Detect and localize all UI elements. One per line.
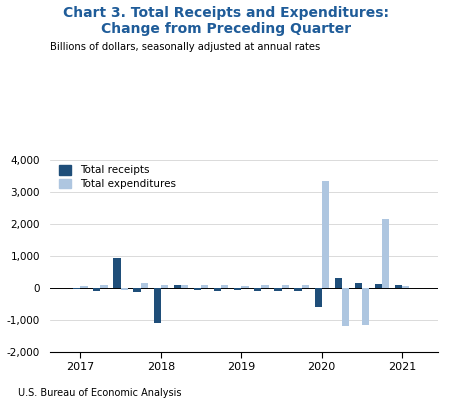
- Bar: [140, 283, 147, 288]
- Bar: [401, 286, 409, 288]
- Bar: [133, 288, 140, 292]
- Text: U.S. Bureau of Economic Analysis: U.S. Bureau of Economic Analysis: [18, 388, 181, 398]
- Bar: [341, 288, 348, 326]
- Bar: [161, 285, 168, 288]
- Bar: [100, 285, 107, 288]
- Bar: [301, 285, 308, 288]
- Bar: [334, 278, 341, 288]
- Bar: [173, 285, 180, 288]
- Bar: [253, 288, 261, 291]
- Bar: [394, 285, 401, 288]
- Bar: [234, 288, 241, 290]
- Bar: [193, 288, 201, 290]
- Bar: [113, 258, 120, 288]
- Bar: [80, 286, 87, 288]
- Text: Billions of dollars, seasonally adjusted at annual rates: Billions of dollars, seasonally adjusted…: [50, 42, 319, 52]
- Bar: [274, 288, 281, 290]
- Bar: [180, 285, 188, 288]
- Bar: [281, 285, 288, 288]
- Bar: [153, 288, 161, 322]
- Bar: [361, 288, 368, 325]
- Bar: [321, 181, 328, 288]
- Text: Change from Preceding Quarter: Change from Preceding Quarter: [101, 22, 350, 36]
- Legend: Total receipts, Total expenditures: Total receipts, Total expenditures: [59, 165, 175, 189]
- Bar: [221, 285, 228, 288]
- Bar: [93, 288, 100, 290]
- Bar: [120, 288, 128, 290]
- Bar: [261, 285, 268, 288]
- Bar: [73, 288, 80, 289]
- Bar: [294, 288, 301, 291]
- Bar: [213, 288, 221, 290]
- Bar: [374, 284, 381, 288]
- Bar: [201, 285, 208, 288]
- Bar: [314, 288, 321, 307]
- Bar: [241, 286, 248, 288]
- Bar: [354, 283, 361, 288]
- Text: Chart 3. Total Receipts and Expenditures:: Chart 3. Total Receipts and Expenditures…: [63, 6, 388, 20]
- Bar: [381, 219, 388, 288]
